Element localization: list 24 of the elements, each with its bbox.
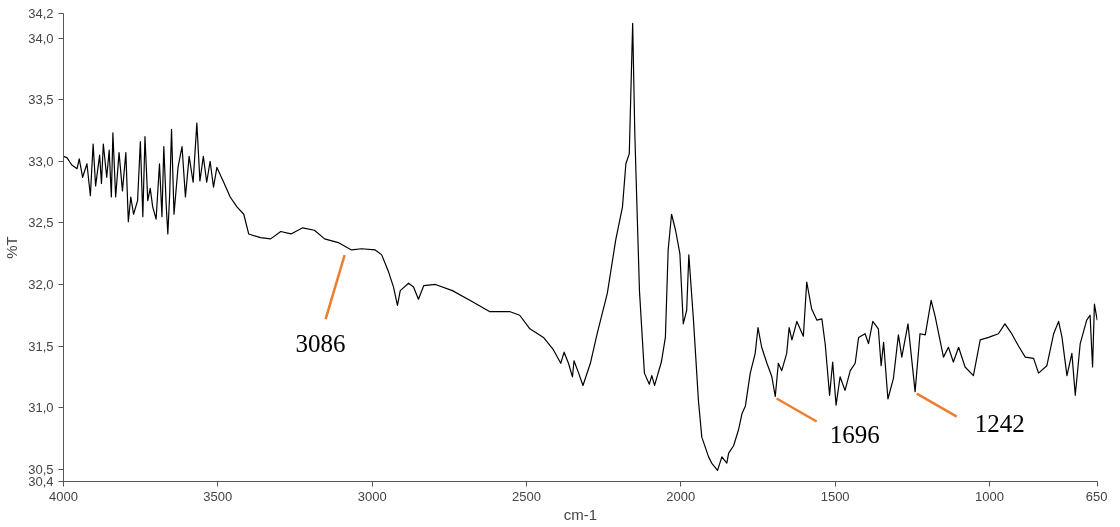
y-tick-label: 32,5 bbox=[28, 215, 54, 231]
y-tick-label: 30,4 bbox=[28, 474, 54, 489]
annotation: 1696 bbox=[829, 421, 880, 449]
x-tick-label: 2500 bbox=[512, 488, 541, 504]
x-axis-title: cm-1 bbox=[563, 505, 598, 523]
y-axis-title: %T bbox=[3, 236, 21, 259]
x-tick-label: 1500 bbox=[820, 488, 850, 504]
y-tick-label: 31,5 bbox=[28, 338, 54, 354]
y-tick-label: 32,0 bbox=[28, 276, 54, 292]
x-tick-label: 3000 bbox=[357, 488, 387, 504]
line-series bbox=[63, 22, 1098, 472]
y-tick-label: 34,2 bbox=[28, 6, 54, 21]
y-tick-label: 33,5 bbox=[28, 92, 54, 108]
x-tick-label: 2000 bbox=[666, 488, 696, 504]
y-tick-label: 30,5 bbox=[28, 461, 54, 477]
x-tick-label: 650 bbox=[1085, 488, 1108, 504]
y-tick-label: 34,0 bbox=[28, 30, 54, 46]
x-tick-label: 1000 bbox=[975, 488, 1004, 504]
x-tick-label: 3500 bbox=[203, 488, 233, 504]
y-tick-label: 31,0 bbox=[28, 400, 54, 416]
annotation: 3086 bbox=[295, 329, 346, 357]
annotation: 1242 bbox=[974, 410, 1025, 438]
y-tick-label: 33,0 bbox=[28, 153, 54, 169]
x-tick-label: 4000 bbox=[49, 488, 78, 504]
